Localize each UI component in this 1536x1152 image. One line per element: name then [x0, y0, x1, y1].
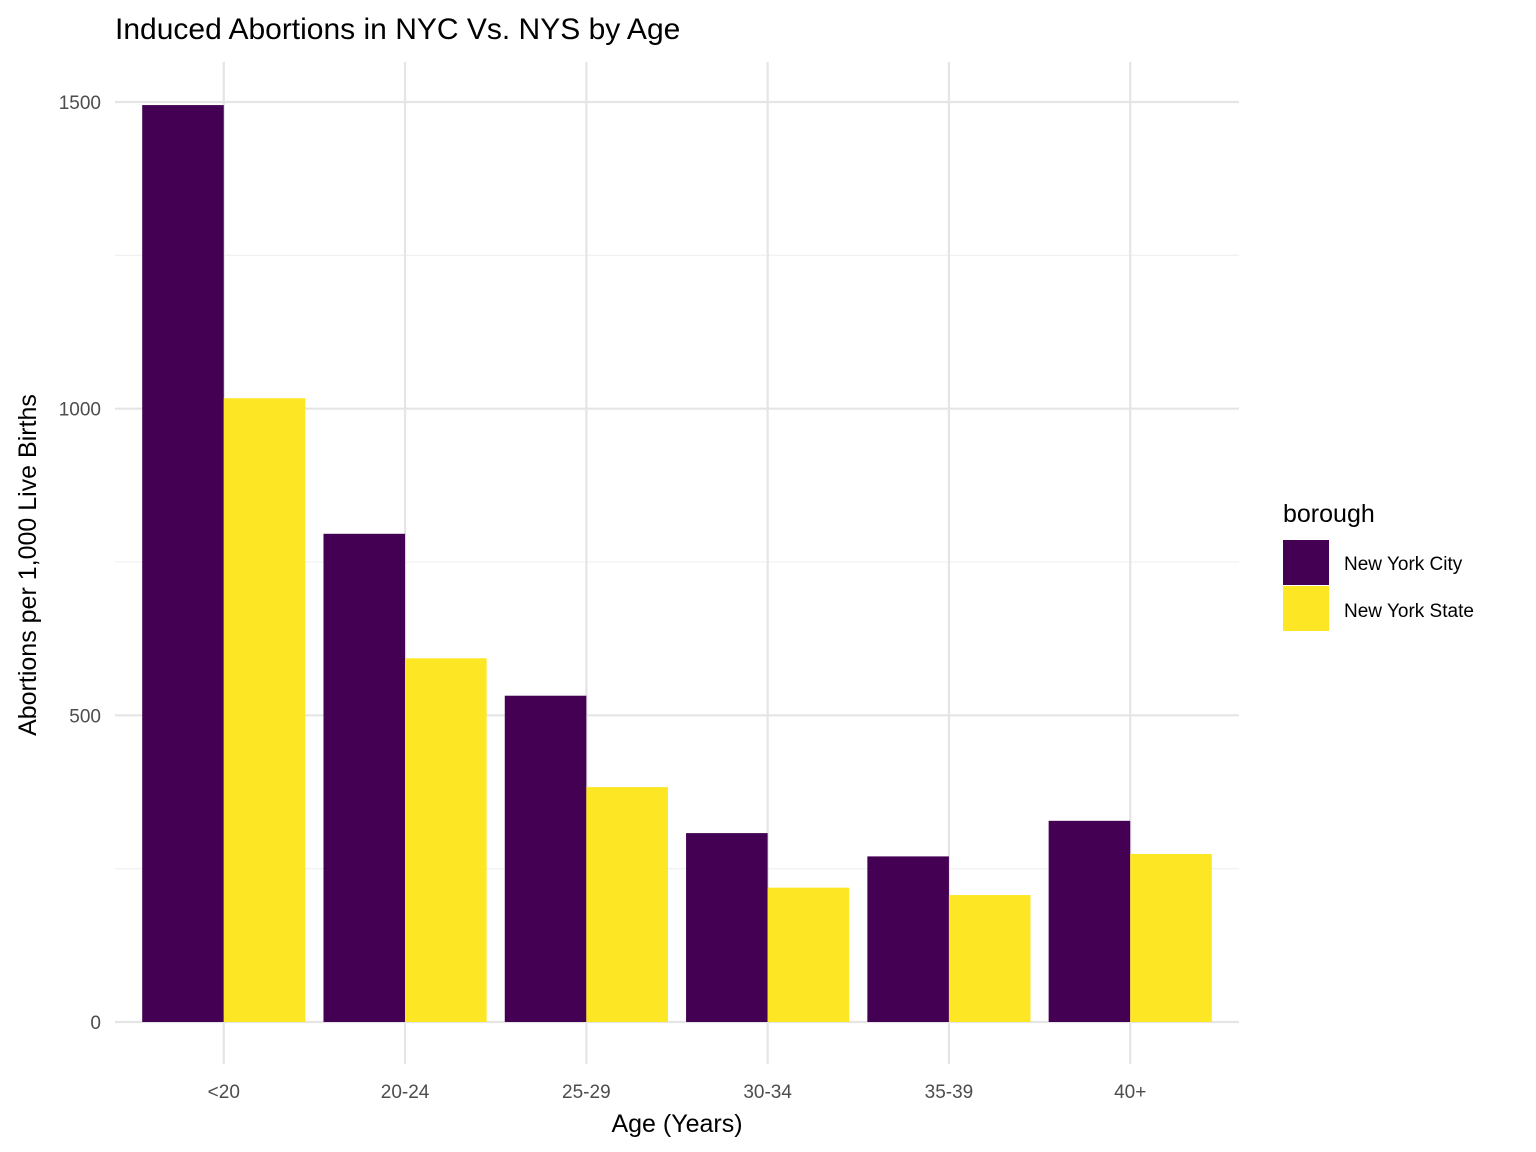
x-tick-label: 35-39 [925, 1082, 974, 1103]
bar-new-york-state-20 [223, 398, 306, 1022]
bar-new-york-state-25-29 [586, 787, 668, 1022]
bar-new-york-city-30-34 [686, 833, 768, 1022]
x-tick-label: 40+ [1114, 1082, 1146, 1103]
bar-new-york-city-20-24 [323, 533, 406, 1022]
bar-new-york-state-40 [1130, 853, 1212, 1022]
y-tick-label: 500 [69, 706, 101, 727]
x-tick-label: <20 [208, 1082, 240, 1103]
x-axis-ticks: <20 20-24 25-29 30-34 35-39 40+ [208, 1082, 1147, 1103]
bar-new-york-state-20-24 [405, 658, 487, 1022]
y-tick-label: 1000 [59, 400, 101, 421]
x-tick-label: 20-24 [381, 1082, 430, 1103]
legend: borough New York City New York State [1283, 500, 1474, 631]
legend-label-new-york-state: New York State [1344, 601, 1474, 622]
y-tick-label: 0 [90, 1013, 101, 1034]
bar-new-york-city-25-29 [504, 695, 587, 1022]
bar-new-york-city-20 [142, 105, 224, 1023]
legend-key-new-york-city [1283, 540, 1329, 585]
legend-label-new-york-city: New York City [1344, 554, 1463, 575]
bar-new-york-city-40 [1048, 820, 1131, 1022]
x-tick-label: 30-34 [743, 1082, 792, 1103]
legend-key-new-york-state [1283, 586, 1329, 631]
y-tick-label: 1500 [59, 93, 101, 114]
chart-title: Induced Abortions in NYC Vs. NYS by Age [115, 13, 680, 46]
bar-new-york-state-35-39 [948, 895, 1031, 1022]
x-tick-label: 25-29 [562, 1082, 611, 1103]
x-axis-title: Age (Years) [611, 1110, 742, 1138]
bars [142, 105, 1212, 1023]
bar-new-york-state-30-34 [767, 887, 850, 1022]
y-axis-title: Abortions per 1,000 Live Births [14, 394, 42, 736]
legend-title: borough [1283, 500, 1375, 528]
bar-new-york-city-35-39 [867, 856, 949, 1022]
y-axis-ticks: 0 500 1000 1500 [59, 93, 101, 1034]
